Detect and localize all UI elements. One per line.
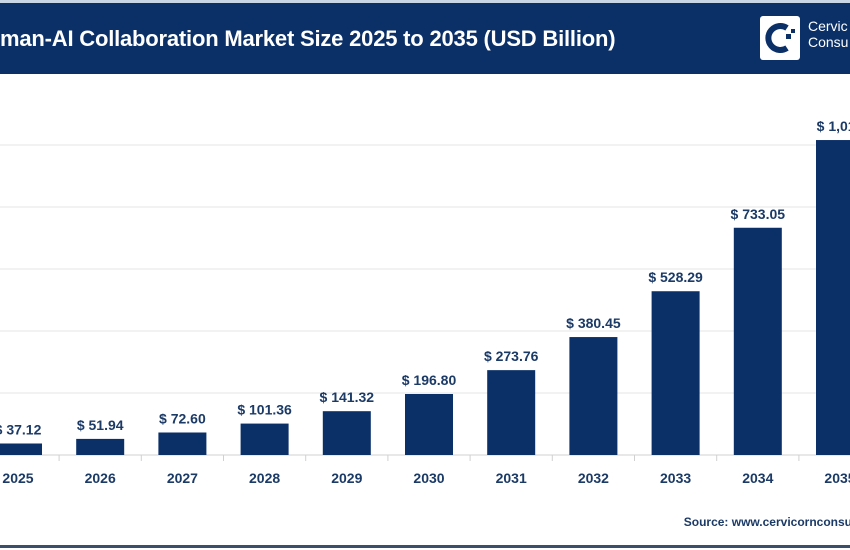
- title-banner: [0, 3, 850, 74]
- logo-line2: Consu: [808, 34, 849, 50]
- x-tick-label: 2027: [167, 470, 198, 486]
- bar-2035: [816, 140, 850, 456]
- data-label: $ 733.05: [731, 206, 786, 222]
- x-tick-label: 2035: [824, 470, 850, 486]
- x-tick-label: 2026: [85, 470, 116, 486]
- x-tick-label: 2028: [249, 470, 280, 486]
- bar-2032: [569, 337, 618, 455]
- data-label: $ 380.45: [566, 315, 621, 331]
- logo-text: Cervic Consu: [808, 18, 848, 50]
- bottom-border: [0, 545, 850, 548]
- bar-2029: [322, 411, 371, 455]
- bar-2028: [240, 423, 289, 455]
- data-label: $ 1,016: [817, 118, 850, 134]
- data-label: $ 37.12: [0, 421, 42, 437]
- bar-2033: [651, 291, 700, 455]
- x-tick-label: 2033: [660, 470, 691, 486]
- x-tick-label: 2030: [413, 470, 444, 486]
- top-border: [0, 0, 850, 3]
- x-tick-label: 2031: [496, 470, 527, 486]
- bar-2034: [733, 227, 782, 455]
- data-label: $ 273.76: [484, 348, 539, 364]
- bar-2027: [158, 432, 207, 455]
- data-label: $ 528.29: [648, 269, 703, 285]
- data-label: $ 196.80: [402, 372, 457, 388]
- x-tick-label: 2029: [331, 470, 362, 486]
- bar-2030: [405, 393, 453, 455]
- x-tick-label: 2034: [742, 470, 773, 486]
- x-tick-label: 2032: [578, 470, 609, 486]
- bar-2025: [0, 443, 42, 455]
- chart-title: man-AI Collaboration Market Size 2025 to…: [0, 26, 616, 51]
- logo-line1: Cervic: [808, 18, 848, 34]
- logo-icon: [760, 16, 800, 60]
- source-note: Source: www.cervicornconsultin: [683, 515, 850, 529]
- bar-2026: [76, 438, 125, 455]
- data-label: $ 72.60: [159, 410, 206, 426]
- data-label: $ 141.32: [320, 389, 375, 405]
- data-label: $ 51.94: [77, 417, 124, 433]
- data-label: $ 101.36: [237, 402, 292, 418]
- x-tick-label: 2025: [2, 470, 33, 486]
- bar-2031: [487, 370, 536, 455]
